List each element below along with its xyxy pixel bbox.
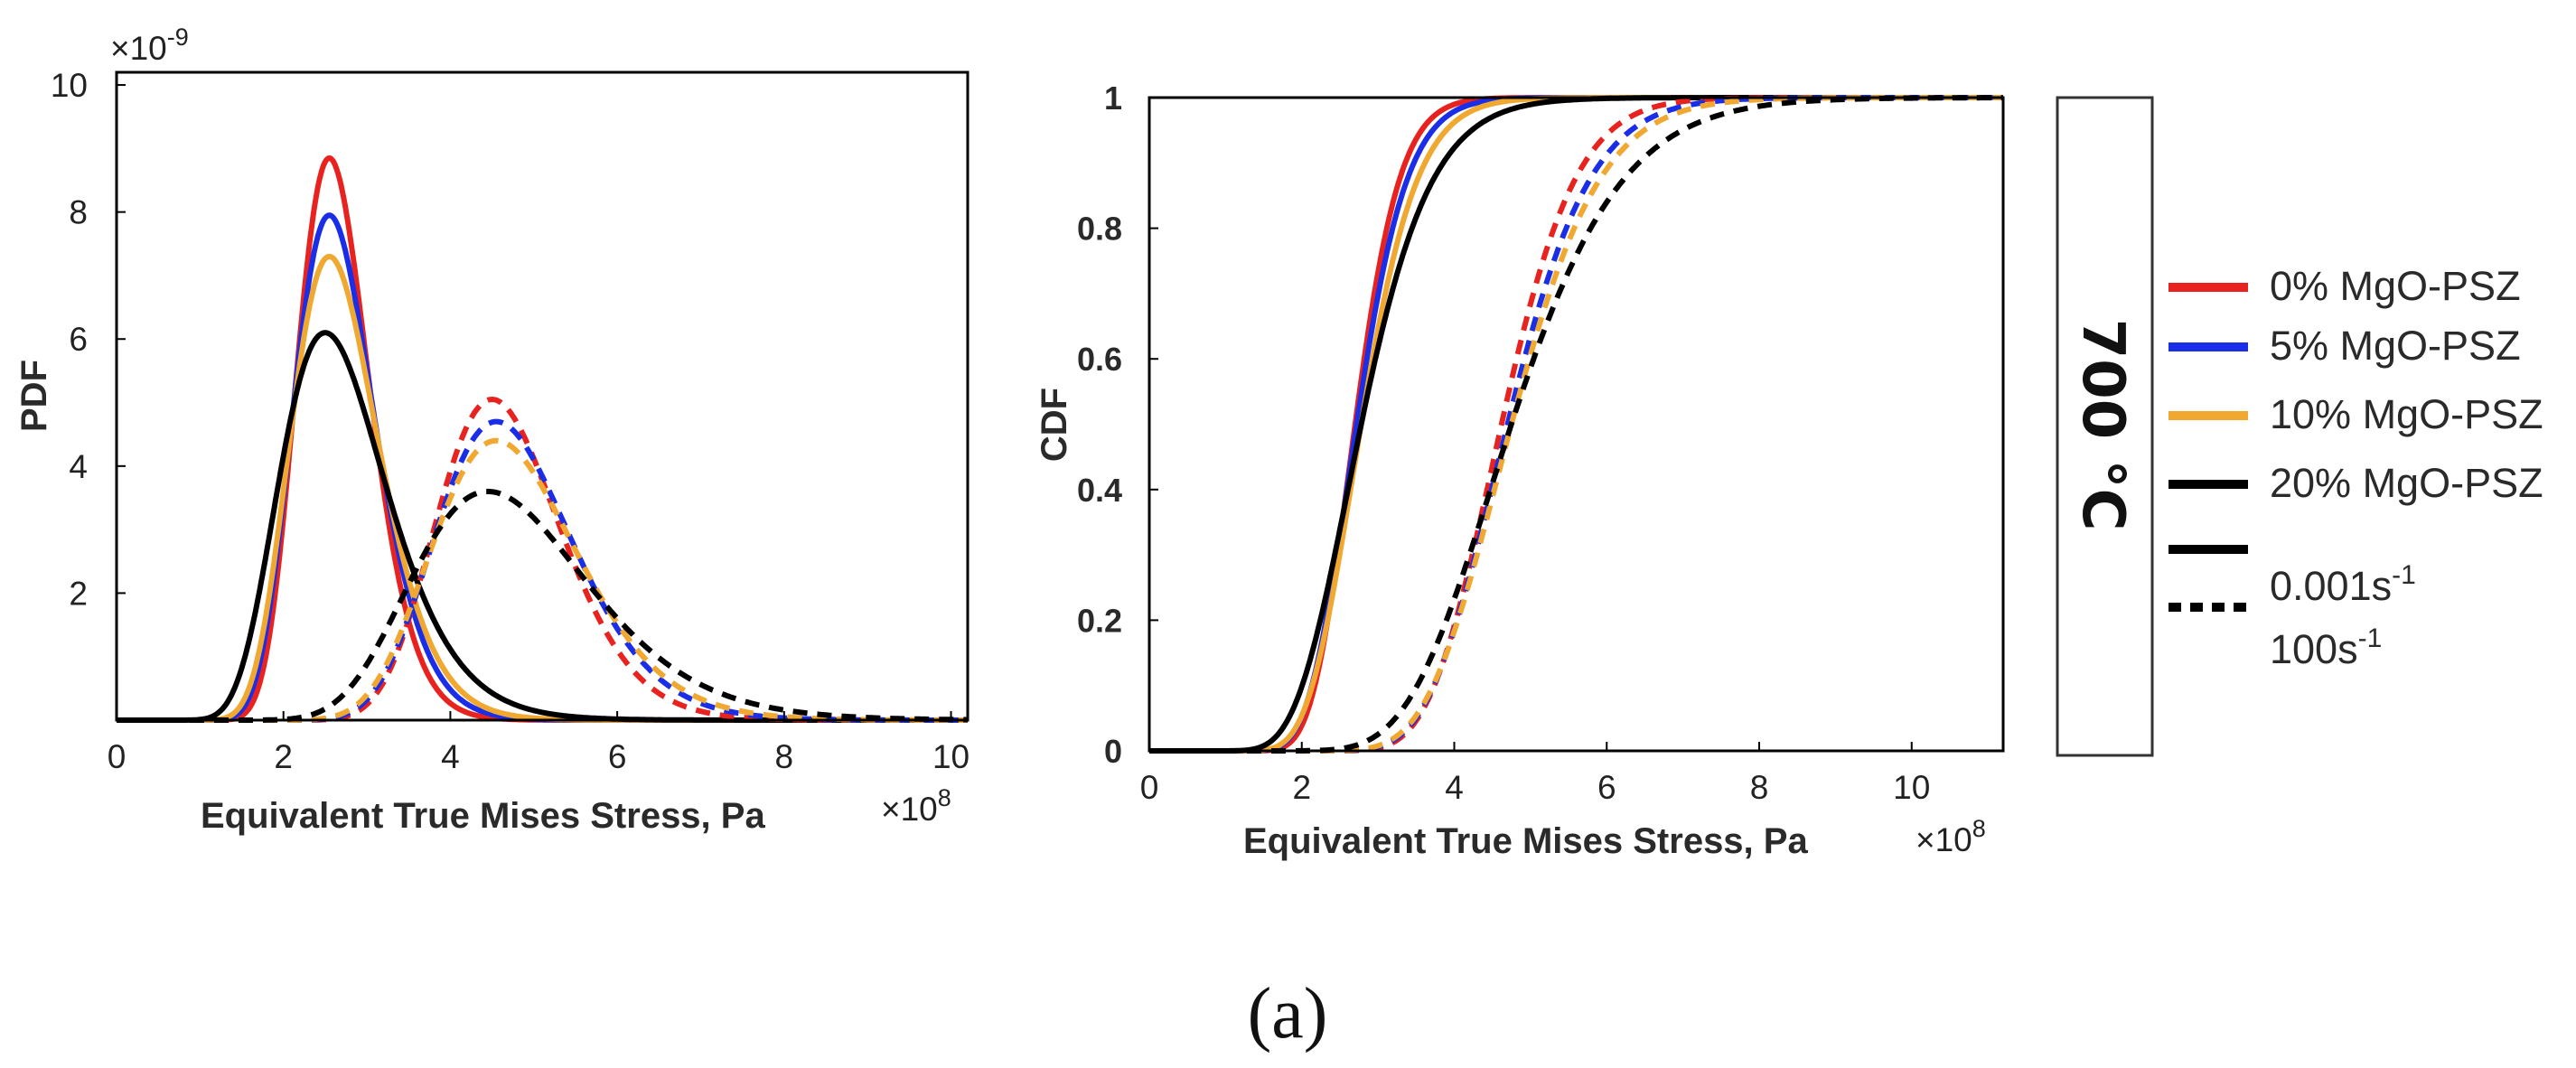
cdf-x-tick-label: 8 <box>1750 769 1769 806</box>
pdf-y-multiplier: ×10-9 <box>110 23 189 67</box>
cdf-x-tick-label: 4 <box>1445 769 1464 806</box>
cdf-x-tick-label: 10 <box>1893 769 1930 806</box>
cdf-y-tick-label: 1 <box>1104 80 1122 117</box>
legend-rate-label: 0.001s-1 <box>2270 560 2416 609</box>
legend-rate-base: 100s <box>2270 626 2358 672</box>
cdf-x-ticks: 0 2 4 6 8 10 <box>1140 742 1930 806</box>
cdf-x-tick-label: 6 <box>1597 769 1616 806</box>
legend-entry-1: 0% MgO-PSZ <box>2169 263 2521 309</box>
temperature-label: 700 °C <box>2069 319 2136 531</box>
cdf-x-tick-label: 2 <box>1292 769 1311 806</box>
cdf-x-tick-label: 0 <box>1140 769 1159 806</box>
pdf-x-tick-label: 6 <box>608 738 627 775</box>
cdf-y-tick-label: 0.6 <box>1077 341 1122 378</box>
legend-label: 20% MgO-PSZ <box>2270 460 2543 506</box>
pdf-y-tick-label: 6 <box>69 321 88 358</box>
legend-label: 10% MgO-PSZ <box>2270 391 2543 437</box>
cdf-y-ticks: 0 0.2 0.4 0.6 0.8 1 <box>1077 80 1158 770</box>
pdf-x-tick-label: 10 <box>932 738 970 775</box>
cdf-axes-box <box>1147 96 2005 753</box>
pdf-y-tick-label: 4 <box>69 448 88 485</box>
pdf-series-line-8 <box>115 488 970 723</box>
legend-rate-entry-2: 100s-1 <box>2169 603 2382 672</box>
pdf-x-tick-label: 0 <box>108 738 126 775</box>
legend-label: 5% MgO-PSZ <box>2270 323 2521 369</box>
cdf-series-line-6 <box>1147 95 2005 754</box>
pdf-y-tick-label: 8 <box>69 194 88 231</box>
cdf-y-tick-label: 0 <box>1104 733 1122 770</box>
legend-entry-4: 20% MgO-PSZ <box>2169 460 2543 506</box>
pdf-chart: 0 2 4 6 8 10 2 4 6 8 10 ×10-9 ×108 Equivalent Tru… <box>14 23 970 836</box>
legend-rate-base: 0.001s <box>2270 563 2392 609</box>
cdf-y-tick-label: 0.2 <box>1077 602 1122 639</box>
pdf-x-tick-label: 4 <box>441 738 460 775</box>
legend: 0% MgO-PSZ 5% MgO-PSZ 10% MgO-PSZ 20% MgO-P… <box>2169 263 2543 672</box>
pdf-y-tick-label: 2 <box>69 575 88 612</box>
legend-entry-2: 5% MgO-PSZ <box>2169 323 2521 369</box>
pdf-y-ticks: 2 4 6 8 10 <box>51 67 126 612</box>
pdf-y-axis-label: PDF <box>14 360 54 432</box>
pdf-x-tick-label: 2 <box>274 738 293 775</box>
pdf-x-multiplier: ×108 <box>881 784 951 828</box>
temperature-frame <box>2056 96 2154 757</box>
legend-rate-label: 100s-1 <box>2270 623 2382 672</box>
legend-rate-exponent: -1 <box>2358 623 2383 653</box>
cdf-y-tick-label: 0.8 <box>1077 211 1122 248</box>
cdf-chart: 0 2 4 6 8 10 0 0.2 0.4 0.6 0.8 1 ×108 Equivalent T… <box>1035 80 2005 861</box>
figure-caption: (a) <box>1248 974 1328 1054</box>
temperature-box: 700 °C <box>2056 96 2154 757</box>
pdf-axes-box <box>115 70 970 722</box>
pdf-y-tick-label: 10 <box>51 67 88 104</box>
legend-label: 0% MgO-PSZ <box>2270 263 2521 309</box>
pdf-x-axis-label: Equivalent True Mises Stress, Pa <box>201 796 765 836</box>
pdf-x-ticks: 0 2 4 6 8 10 <box>108 711 970 775</box>
legend-rate-entry-1: 0.001s-1 <box>2169 545 2416 609</box>
legend-rate-exponent: -1 <box>2392 560 2416 590</box>
cdf-y-axis-label: CDF <box>1035 388 1074 462</box>
cdf-x-multiplier: ×108 <box>1916 815 1986 858</box>
cdf-y-tick-label: 0.4 <box>1077 472 1122 509</box>
legend-entry-3: 10% MgO-PSZ <box>2169 391 2543 437</box>
cdf-x-axis-label: Equivalent True Mises Stress, Pa <box>1243 821 1808 861</box>
pdf-x-tick-label: 8 <box>775 738 794 775</box>
